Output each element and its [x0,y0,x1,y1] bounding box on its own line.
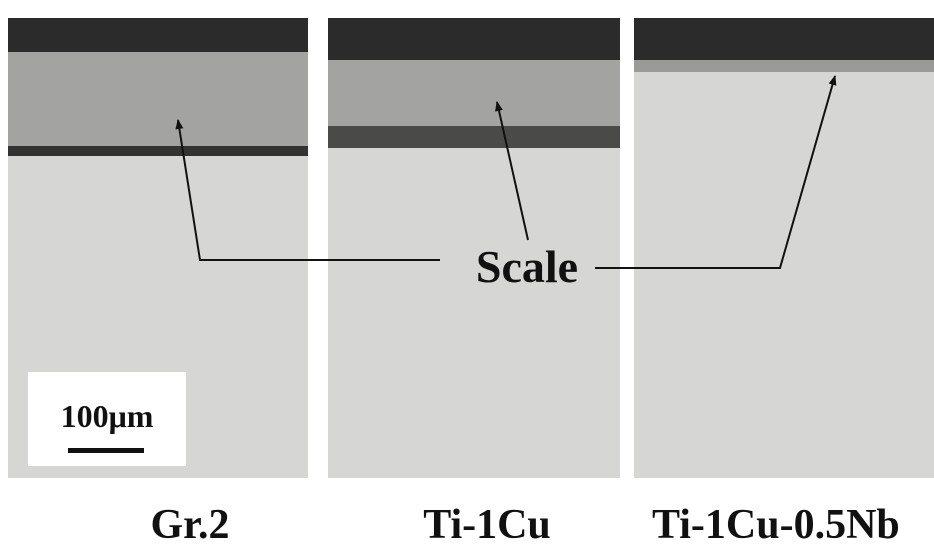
panel-ti1cu05nb [634,18,934,478]
annotation: Scale [476,241,578,292]
scale-bar: 100μm [28,372,186,466]
panel-label: Gr.2 [151,502,230,548]
panel-label: Ti-1Cu-0.5Nb [652,502,900,548]
figure: 100μm Scale Gr.2 Ti-1Cu Ti-1Cu-0.5Nb [0,0,934,548]
panel-label: Ti-1Cu [423,502,551,548]
scale-bar-label: 100μm [61,398,154,434]
